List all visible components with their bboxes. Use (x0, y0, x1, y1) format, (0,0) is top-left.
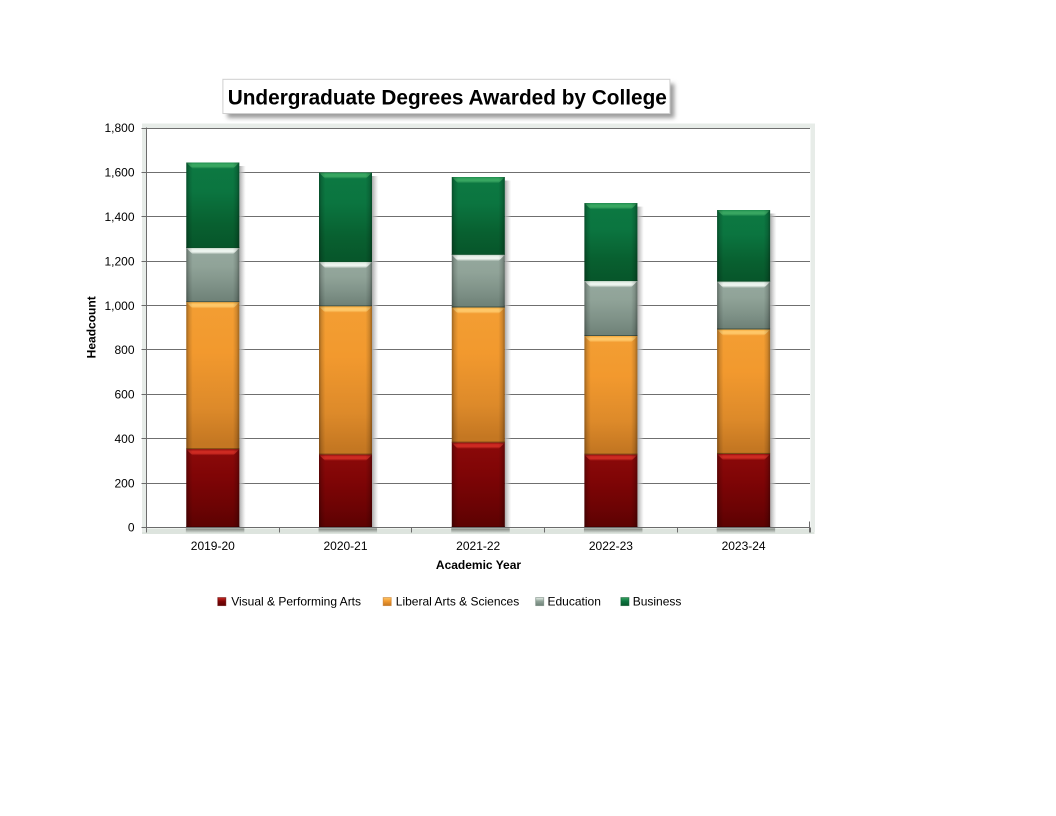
svg-text:0: 0 (128, 521, 135, 535)
svg-text:400: 400 (114, 432, 134, 446)
svg-text:600: 600 (114, 388, 134, 402)
svg-text:Business: Business (633, 595, 682, 609)
svg-text:800: 800 (114, 343, 134, 357)
svg-text:1,600: 1,600 (104, 166, 134, 180)
svg-text:2019-20: 2019-20 (191, 539, 235, 553)
svg-text:Headcount: Headcount (85, 296, 99, 358)
svg-text:Academic Year: Academic Year (436, 558, 522, 572)
svg-text:200: 200 (114, 476, 134, 490)
svg-text:1,800: 1,800 (104, 121, 134, 135)
svg-text:2021-22: 2021-22 (456, 539, 500, 553)
svg-text:1,200: 1,200 (104, 254, 134, 268)
svg-text:Undergraduate Degrees Awarded: Undergraduate Degrees Awarded by College (228, 87, 667, 110)
svg-text:1,000: 1,000 (104, 299, 134, 313)
svg-text:2022-23: 2022-23 (589, 539, 633, 553)
svg-text:1,400: 1,400 (104, 210, 134, 224)
svg-text:Education: Education (548, 595, 601, 609)
svg-text:Visual & Performing Arts: Visual & Performing Arts (231, 595, 361, 609)
svg-text:Liberal Arts & Sciences: Liberal Arts & Sciences (396, 595, 519, 609)
svg-text:2023-24: 2023-24 (722, 539, 766, 553)
svg-text:2020-21: 2020-21 (323, 539, 367, 553)
